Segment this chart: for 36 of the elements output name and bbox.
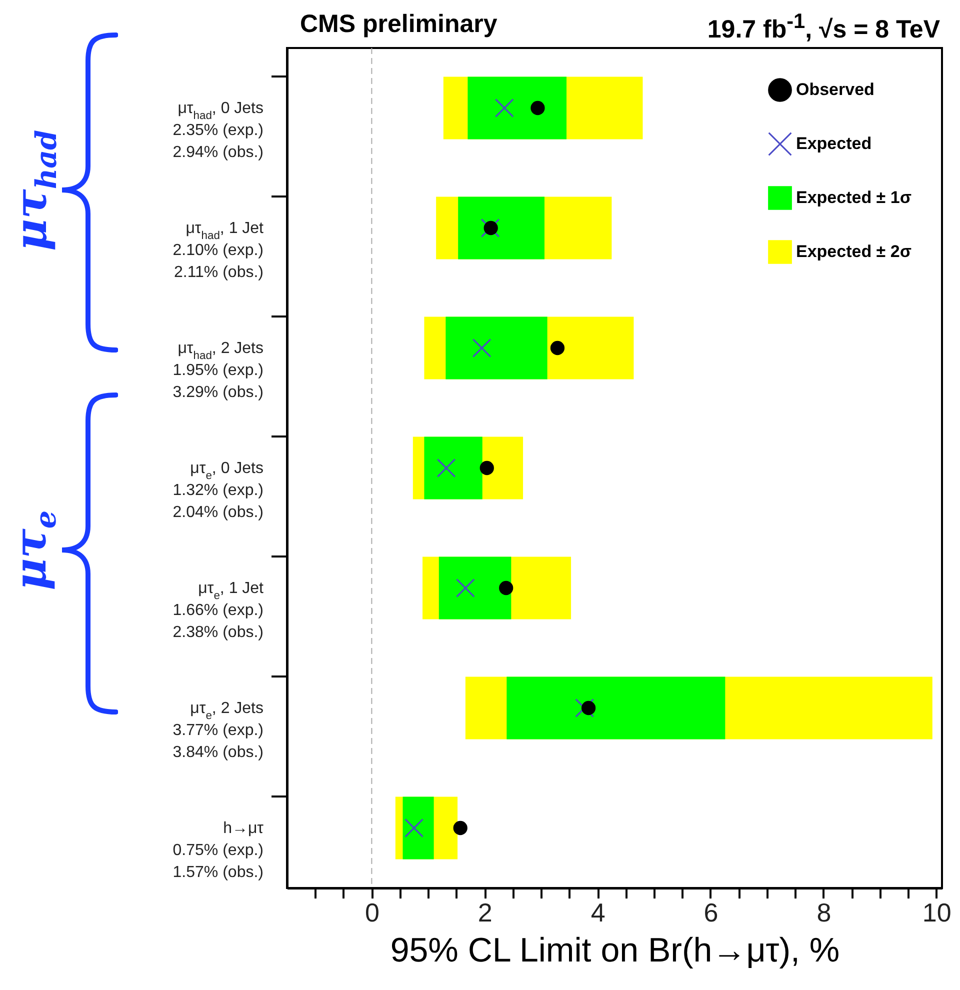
x-tick-label: 2 bbox=[478, 898, 492, 928]
bar bbox=[438, 556, 512, 620]
chart-subtitle: 19.7 fb$^{-1}$, √s = 8 TeV bbox=[707, 10, 940, 44]
y-tick-label: μτ$_{e}$, 0 Jets 1.32% (exp.) 2.04% (obs.) bbox=[172, 460, 264, 521]
bar bbox=[506, 676, 726, 740]
point bbox=[581, 700, 596, 716]
x-axis-title: 95% CL Limit on Br(h→μτ), % bbox=[390, 932, 840, 970]
x-tick-label: 8 bbox=[816, 898, 832, 928]
x-tick-label: 6 bbox=[704, 898, 718, 928]
point bbox=[484, 220, 498, 236]
bar bbox=[402, 796, 434, 860]
y-tick-label: μτ$_{had}$, 0 Jets 2.35% (exp.) 2.94% (obs.) bbox=[172, 100, 264, 161]
y-tick-label: h→μτ 0.75% (exp.) 1.57% (obs.) bbox=[172, 820, 264, 881]
point bbox=[550, 340, 565, 356]
point bbox=[480, 460, 494, 476]
chart-title: CMS preliminary bbox=[300, 10, 498, 40]
bar bbox=[424, 436, 482, 500]
point bbox=[494, 98, 514, 118]
x-tick-label: 0 bbox=[364, 898, 380, 928]
legend-label: Expected bbox=[796, 134, 872, 153]
legend-label: Expected ± 1σ bbox=[796, 188, 912, 207]
point bbox=[499, 580, 514, 596]
y-tick-label: μτ$_{e}$, 1 Jet 1.66% (exp.) 2.38% (obs.) bbox=[172, 580, 264, 641]
bar bbox=[446, 316, 548, 380]
bar bbox=[458, 196, 544, 260]
y-tick-label: μτ$_{had}$, 1 Jet 2.10% (exp.) 2.11% (obs.) bbox=[172, 220, 264, 281]
legend-label: Expected ± 2σ bbox=[796, 242, 912, 261]
x-tick-label: 10 bbox=[922, 898, 952, 928]
x-tick-label: 4 bbox=[590, 898, 606, 928]
point bbox=[453, 820, 468, 836]
point bbox=[472, 338, 492, 358]
point bbox=[530, 100, 545, 116]
y-tick-label: μτ$_{e}$, 2 Jets 3.77% (exp.) 3.84% (obs.) bbox=[172, 700, 264, 761]
legend-label: Observed bbox=[796, 80, 874, 99]
y-tick-label: μτ$_{had}$, 2 Jets 1.95% (exp.) 3.29% (obs.) bbox=[172, 340, 264, 401]
bar bbox=[468, 76, 567, 140]
